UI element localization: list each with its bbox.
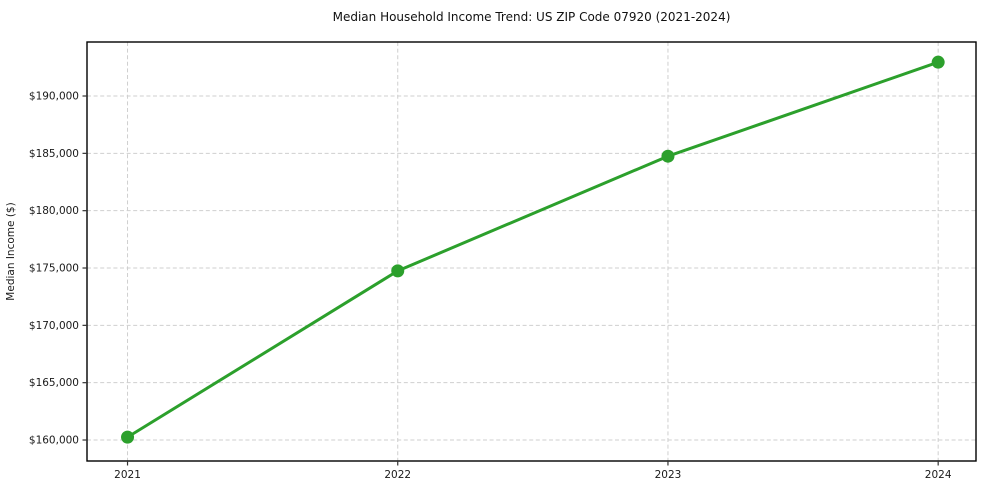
x-tick-label: 2022 — [384, 469, 411, 481]
income-line-series — [121, 55, 945, 444]
y-tick-label: $175,000 — [29, 263, 79, 275]
plot-border — [86, 41, 977, 462]
chart-title: Median Household Income Trend: US ZIP Co… — [333, 10, 731, 24]
axis-tick-marks — [82, 95, 939, 466]
y-tick-label: $185,000 — [29, 148, 79, 160]
data-point-marker — [121, 430, 135, 444]
gridlines — [87, 42, 976, 461]
y-tick-label: $160,000 — [29, 435, 79, 447]
x-tick-labels: 2021 2022 2023 2024 — [114, 469, 952, 481]
income-trend-line — [126, 60, 940, 439]
y-tick-label: $170,000 — [29, 320, 79, 332]
x-tick-label: 2024 — [925, 469, 952, 481]
y-tick-labels: $160,000 $165,000 $170,000 $175,000 $180,000… — [29, 91, 79, 447]
data-point-marker — [931, 55, 945, 69]
x-tick-label: 2021 — [114, 469, 141, 481]
axes-frame — [86, 41, 977, 462]
x-tick-label: 2023 — [655, 469, 682, 481]
data-point-marker — [391, 264, 405, 278]
y-axis-label: Median Income ($) — [5, 202, 17, 300]
data-point-marker — [661, 149, 675, 163]
y-tick-label: $190,000 — [29, 91, 79, 103]
y-tick-label: $180,000 — [29, 205, 79, 217]
y-tick-label: $165,000 — [29, 377, 79, 389]
